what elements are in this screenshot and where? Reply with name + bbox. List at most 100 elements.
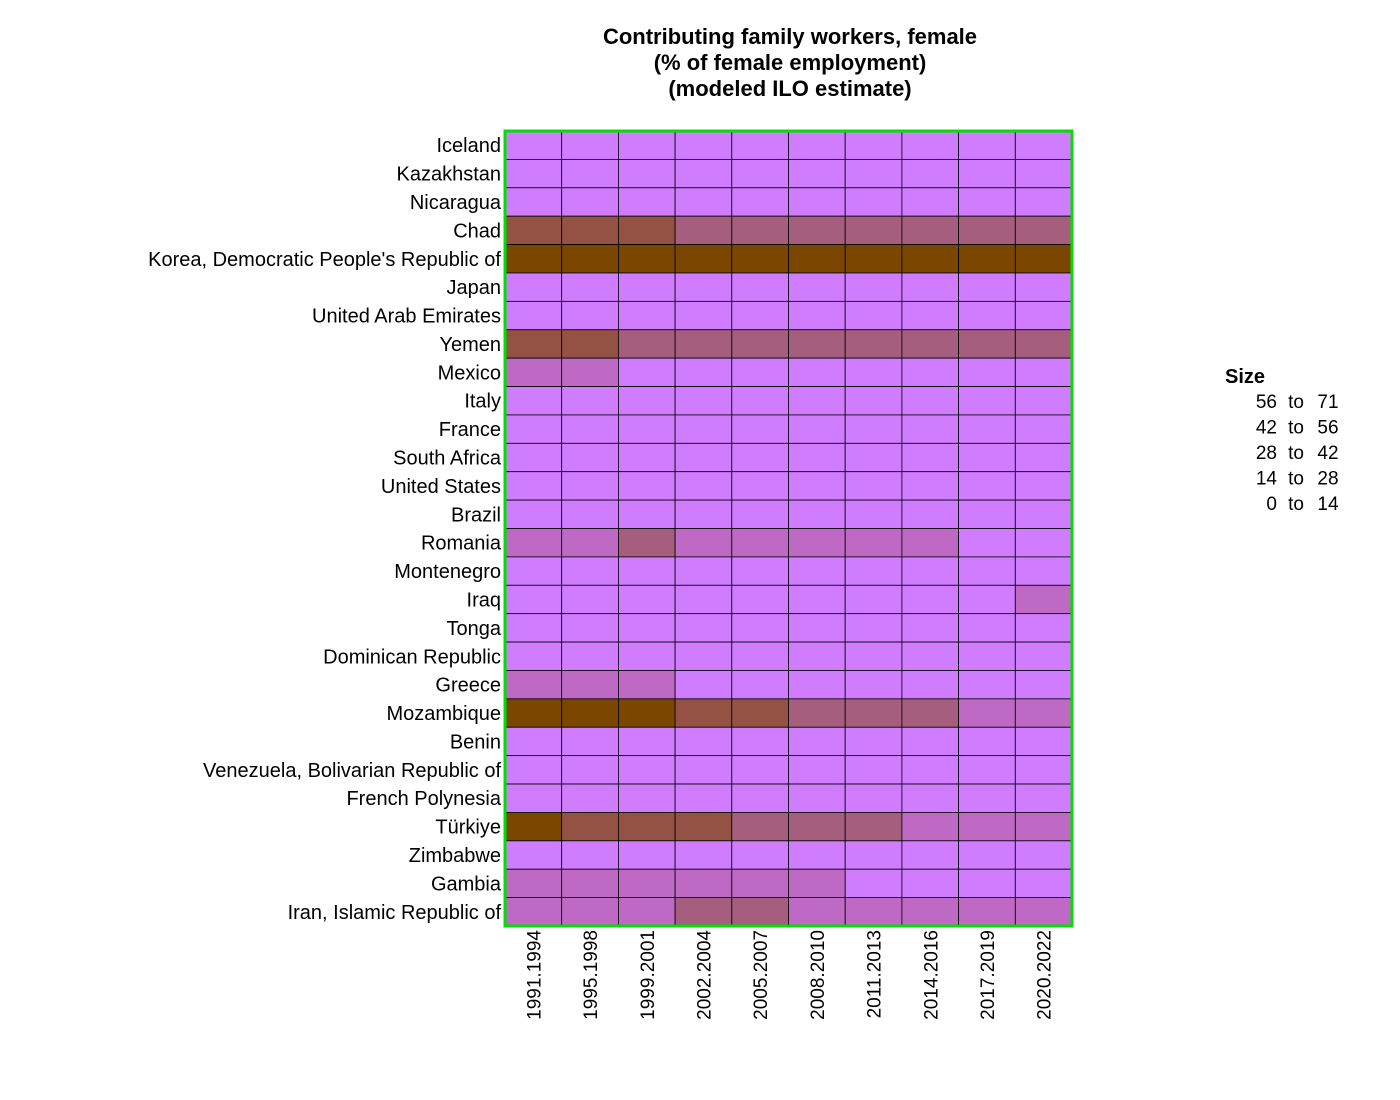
- heatmap-cell: [731, 528, 789, 558]
- heatmap-cell: [731, 556, 789, 586]
- heatmap-cell: [788, 812, 846, 842]
- heatmap-cell: [958, 386, 1016, 416]
- column-label: 1999.2001: [638, 930, 659, 1020]
- heatmap-cell: [504, 726, 563, 757]
- heatmap-cell: [1014, 215, 1073, 245]
- heatmap-cell: [958, 641, 1016, 671]
- heatmap-cell: [674, 698, 733, 728]
- heatmap-cell: [618, 698, 676, 728]
- heatmap-cell: [561, 272, 619, 302]
- heatmap-cell: [901, 442, 960, 473]
- heatmap-cell: [844, 897, 903, 927]
- legend-item-from: 56: [1256, 392, 1277, 413]
- heatmap-cell: [504, 215, 563, 245]
- heatmap-cell: [901, 812, 960, 842]
- heatmap-cell: [618, 187, 676, 217]
- heatmap-cell: [731, 726, 789, 757]
- heatmap-cell: [958, 158, 1016, 189]
- heatmap-cell: [788, 300, 846, 331]
- heatmap-cell: [788, 698, 846, 728]
- heatmap-cell: [844, 244, 903, 274]
- heatmap-cell: [844, 698, 903, 728]
- heatmap-cell: [561, 329, 619, 359]
- heatmap-border: [503, 129, 1074, 928]
- heatmap-cell: [618, 783, 676, 813]
- row-label: Iraq: [467, 589, 501, 611]
- heatmap-cell: [618, 300, 676, 331]
- legend-item-to: 71: [1317, 392, 1338, 413]
- heatmap-cell: [731, 130, 789, 160]
- row-label: France: [439, 419, 501, 441]
- column-label: 2002.2004: [694, 930, 715, 1020]
- heatmap-cell: [901, 187, 960, 217]
- heatmap-cell: [958, 329, 1016, 359]
- heatmap-cell: [958, 187, 1016, 217]
- heatmap-cell: [561, 414, 619, 444]
- heatmap-cell: [618, 556, 676, 586]
- heatmap-cell: [561, 386, 619, 416]
- heatmap-cell: [561, 499, 619, 529]
- heatmap-cell: [561, 783, 619, 813]
- heatmap-cell: [901, 613, 960, 643]
- heatmap-cell: [1014, 840, 1073, 870]
- heatmap-cell: [788, 726, 846, 757]
- chart-title-line: (% of female employment): [654, 50, 927, 75]
- heatmap-cell: [788, 499, 846, 529]
- heatmap-cell: [901, 556, 960, 586]
- heatmap-cell: [504, 158, 563, 189]
- heatmap-cell: [901, 868, 960, 899]
- heatmap-cell: [618, 726, 676, 757]
- heatmap-cell: [731, 414, 789, 444]
- heatmap-cell: [1014, 272, 1073, 302]
- heatmap-cell: [901, 386, 960, 416]
- heatmap-cell: [618, 244, 676, 274]
- heatmap-cell: [788, 187, 846, 217]
- legend-item-word: to: [1288, 392, 1304, 413]
- heatmap-cell: [1014, 698, 1073, 728]
- heatmap-cell: [618, 840, 676, 870]
- heatmap-cell: [958, 357, 1016, 387]
- row-label: Venezuela, Bolivarian Republic of: [203, 760, 501, 782]
- heatmap-cell: [504, 868, 563, 899]
- heatmap-cell: [958, 556, 1016, 586]
- heatmap-cell: [731, 698, 789, 728]
- heatmap-cell: [674, 528, 733, 558]
- legend-item-from: 42: [1256, 418, 1277, 439]
- heatmap-cell: [788, 130, 846, 160]
- heatmap-cell: [561, 158, 619, 189]
- heatmap-cell: [674, 840, 733, 870]
- heatmap-cell: [674, 187, 733, 217]
- heatmap-cell: [731, 584, 789, 615]
- column-label: 1995.1998: [581, 930, 602, 1020]
- heatmap-cell: [901, 528, 960, 558]
- heatmap-cell: [618, 897, 676, 927]
- row-label: Gambia: [431, 873, 502, 895]
- heatmap-cell: [844, 499, 903, 529]
- row-label: Yemen: [439, 334, 501, 356]
- heatmap-cell: [618, 584, 676, 615]
- legend-item-to: 56: [1317, 418, 1338, 439]
- row-label: United States: [381, 476, 501, 498]
- heatmap-cell: [788, 471, 846, 501]
- heatmap-cell: [1014, 329, 1073, 359]
- heatmap-cell: [504, 272, 563, 302]
- heatmap-cell: [674, 755, 733, 785]
- heatmap-cell: [844, 187, 903, 217]
- legend-item-to: 14: [1317, 494, 1339, 515]
- heatmap-cell: [618, 272, 676, 302]
- heatmap-cell: [674, 300, 733, 331]
- heatmap-cell: [958, 130, 1016, 160]
- heatmap-cell: [958, 897, 1016, 927]
- legend-item-from: 28: [1256, 443, 1277, 464]
- heatmap-cell: [788, 613, 846, 643]
- heatmap-cell: [504, 386, 563, 416]
- heatmap-cell: [788, 442, 846, 473]
- heatmap-cell: [674, 130, 733, 160]
- heatmap-cell: [958, 300, 1016, 331]
- heatmap-cell: [788, 357, 846, 387]
- heatmap-cell: [731, 272, 789, 302]
- heatmap-cell: [618, 130, 676, 160]
- heatmap-cell: [901, 584, 960, 615]
- heatmap-cell: [561, 244, 619, 274]
- heatmap-cell: [561, 130, 619, 160]
